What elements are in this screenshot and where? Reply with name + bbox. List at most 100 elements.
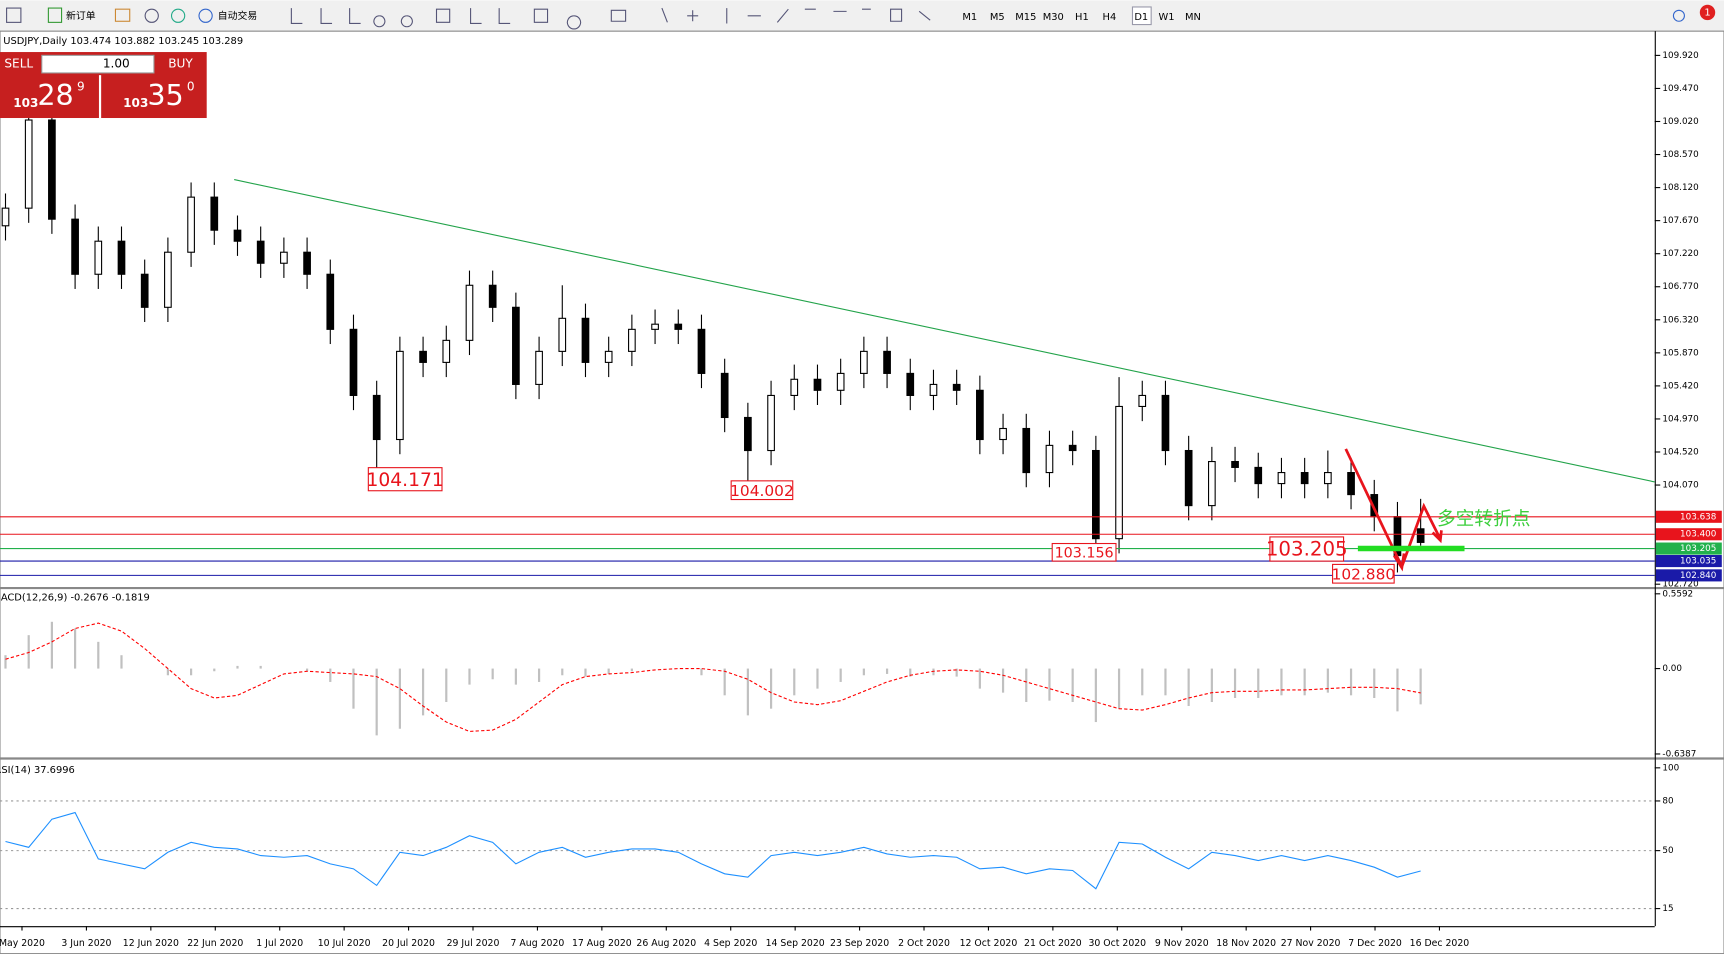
candle-body: [465, 284, 474, 341]
candle-body: [813, 378, 822, 391]
annotation-box: [730, 480, 794, 501]
y-tick-label: 109.470: [1662, 84, 1698, 94]
y-tick-label: 108.570: [1662, 150, 1698, 160]
chart-window: [0, 30, 1724, 954]
candle-body: [117, 240, 126, 275]
annotation-box: [1332, 563, 1395, 584]
y-tick-label: 100: [1662, 763, 1679, 773]
timeframe[interactable]: H1: [1075, 12, 1089, 23]
icon[interactable]: [198, 8, 213, 23]
y-tick-label: 108.120: [1662, 183, 1698, 193]
x-tick-label: 1 Jul 2020: [256, 938, 303, 949]
badge-count: 1: [1704, 7, 1710, 18]
red-arrows: [1344, 448, 1443, 572]
sell-main: 28: [37, 78, 73, 112]
candle-body: [720, 372, 729, 419]
y-tick-label: 104.520: [1662, 447, 1698, 457]
sell-button[interactable]: SELL: [4, 57, 33, 71]
x-tick-label: 10 Jul 2020: [318, 938, 371, 949]
rsi-label: RSI(14) 37.6996: [0, 765, 75, 776]
icon-set[interactable]: [290, 7, 931, 30]
candle-body: [140, 273, 149, 308]
candle-body: [952, 383, 961, 391]
candle-body: [280, 251, 288, 264]
timeframe[interactable]: W1: [1159, 12, 1175, 23]
candle-body: [1416, 528, 1425, 543]
timeframe[interactable]: M1: [962, 12, 977, 23]
timeframe[interactable]: M15: [1015, 12, 1036, 23]
candle-body: [976, 389, 984, 441]
search-icon[interactable]: [1672, 9, 1685, 22]
note: 多空转折点: [1437, 509, 1530, 530]
candle-body: [767, 394, 775, 452]
candle-body: [558, 317, 567, 352]
icon[interactable]: [6, 7, 22, 23]
x-tick-label: 27 Nov 2020: [1281, 938, 1341, 949]
candle-body: [1184, 449, 1193, 507]
icon[interactable]: [47, 7, 63, 23]
y-tick-label: 107.670: [1662, 216, 1698, 226]
buy-big: 103: [123, 96, 148, 110]
candle-body: [1068, 444, 1077, 452]
level-label: 103.400: [1680, 530, 1716, 540]
y-tick-label: 15: [1662, 904, 1673, 914]
candle-body: [697, 328, 706, 374]
annotation: 104.171: [367, 470, 444, 491]
y-tick-label: 109.920: [1662, 51, 1698, 61]
lots[interactable]: 1.00: [103, 57, 130, 71]
x-tick-label: 30 Oct 2020: [1088, 938, 1146, 949]
x-tick-label: 12 Oct 2020: [960, 938, 1018, 949]
x-tick-label: 21 Oct 2020: [1024, 938, 1082, 949]
candle-body: [488, 284, 497, 308]
timeframe[interactable]: MN: [1185, 12, 1201, 23]
x-tick-label: May 2020: [0, 938, 45, 949]
lots-input[interactable]: [41, 54, 155, 74]
level-tag: [1655, 510, 1722, 523]
timeframe[interactable]: M5: [990, 12, 1005, 23]
candle-body: [1254, 466, 1263, 485]
candle-body: [233, 229, 242, 242]
sell-big: 103: [13, 96, 38, 110]
y-tick-label: 106.770: [1662, 282, 1698, 292]
y-tick-label: 107.220: [1662, 249, 1698, 259]
candle-body: [1300, 472, 1309, 485]
x-tick-label: 2 Oct 2020: [898, 938, 950, 949]
level-label: 103.035: [1680, 557, 1716, 567]
annotation-box: [1051, 542, 1117, 562]
badge: [1699, 4, 1716, 21]
sell-pip: 9: [77, 80, 85, 94]
candle-body: [349, 328, 358, 396]
annotation: 103.205: [1266, 538, 1348, 561]
candle-body: [303, 251, 311, 275]
icon[interactable]: [144, 8, 159, 23]
candle-body: [883, 350, 891, 374]
candle-body: [581, 317, 590, 363]
candle-body: [1277, 472, 1286, 485]
toolbar-icons: [6, 6, 1685, 30]
new-order[interactable]: 新订单: [66, 9, 96, 22]
buy-button[interactable]: BUY: [168, 57, 193, 71]
candle-body: [256, 240, 265, 264]
timeframe-active: [1131, 6, 1152, 26]
candle-body: [24, 119, 33, 209]
panel-split: [98, 75, 102, 119]
timeframe[interactable]: M30: [1043, 12, 1064, 23]
candle-body: [1045, 444, 1054, 474]
candle-body: [48, 119, 56, 220]
x-tick-label: 16 Dec 2020: [1410, 938, 1470, 949]
timeframe[interactable]: H4: [1103, 12, 1117, 23]
x-tick-label: 22 Jun 2020: [187, 938, 243, 949]
candle-body: [1022, 427, 1031, 474]
timeframe[interactable]: D1: [1134, 12, 1148, 23]
x-tick-label: 12 Jun 2020: [123, 938, 179, 949]
icon[interactable]: [114, 8, 131, 22]
icon[interactable]: [170, 8, 186, 23]
candle-body: [906, 372, 915, 396]
candle-body: [836, 372, 845, 391]
candle-body: [442, 339, 451, 363]
y-tick-label: 102.720: [1662, 580, 1698, 590]
auto-trading[interactable]: 自动交易: [218, 9, 258, 22]
candle-body: [210, 196, 219, 231]
candle-body: [790, 378, 799, 396]
